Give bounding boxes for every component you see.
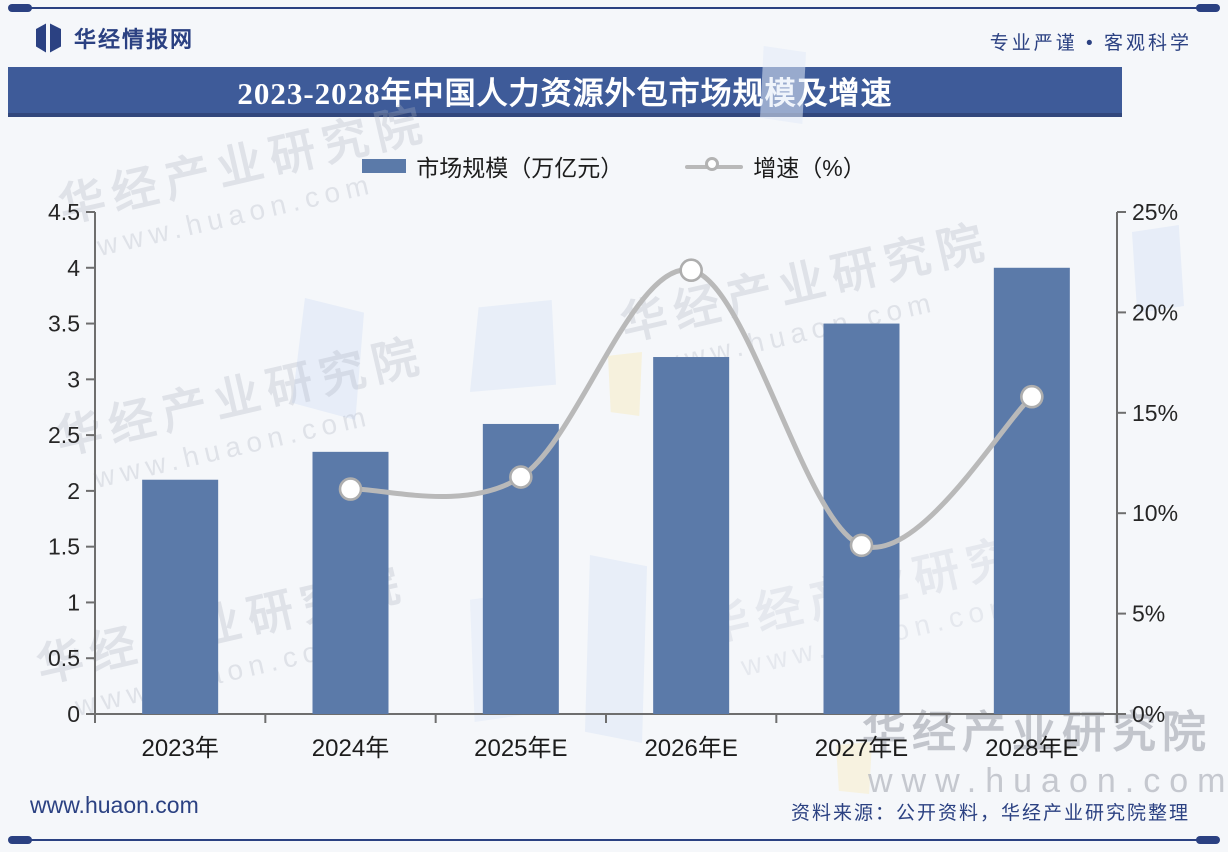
left-axis-tick-label: 3.5 — [48, 311, 80, 337]
left-axis-tick-label: 4.5 — [48, 199, 80, 225]
watermark-shape — [1132, 225, 1184, 313]
header-slogan: 专业严谨 • 客观科学 — [989, 33, 1192, 54]
watermark-text-bottom-right: 华经产业研究院 www.huaon.com — [862, 708, 1228, 800]
left-axis-tick-label: 1.5 — [48, 534, 80, 560]
growth-line-marker — [679, 258, 703, 283]
left-axis-tick-label: 4 — [67, 255, 80, 281]
top-divider-rule — [8, 4, 1220, 12]
watermark-shape — [292, 298, 364, 420]
footer-source-note: 资料来源：公开资料，华经产业研究院整理 — [790, 803, 1190, 824]
bar-2026年E — [653, 357, 730, 714]
left-axis-tick-label: 3 — [67, 366, 80, 392]
watermark-shape — [470, 300, 556, 392]
brand: 华经情报网 — [34, 22, 194, 54]
left-axis-tick-label: 2 — [67, 478, 80, 504]
chart-legend: 市场规模（万亿元） 增速（%） — [0, 149, 1228, 183]
bar-2023年 — [142, 479, 219, 714]
growth-line — [348, 267, 1035, 550]
left-axis-tick-label: 0.5 — [48, 645, 80, 671]
line-series-label: 增速（%） — [753, 155, 866, 181]
x-axis-category-label: 2027年E — [815, 735, 908, 762]
x-axis-category-label: 2025年E — [474, 735, 567, 762]
bar-2028年E — [993, 267, 1070, 714]
x-axis-category-label: 2023年 — [141, 735, 218, 762]
growth-line-marker — [1020, 384, 1044, 409]
right-axis-tick-label: 10% — [1132, 500, 1178, 526]
right-axis-tick-label: 25% — [1132, 199, 1178, 225]
watermark-shape — [836, 742, 872, 794]
left-axis-tick-label: 2.5 — [48, 422, 80, 448]
watermark-shape — [585, 555, 647, 743]
growth-line-marker — [338, 477, 363, 501]
watermark-shape — [608, 352, 642, 416]
bar-series-swatch — [362, 159, 407, 173]
left-axis-tick-label: 1 — [67, 589, 80, 615]
left-axis-tick-label: 0 — [67, 701, 80, 727]
brand-name: 华经情报网 — [74, 27, 195, 52]
watermark-shape — [760, 46, 806, 124]
x-axis-category-label: 2028年E — [985, 735, 1078, 762]
footer-site-link[interactable]: www.huaon.com — [30, 792, 199, 818]
right-axis-tick-label: 20% — [1132, 299, 1178, 325]
legend-item-market-size: 市场规模（万亿元） — [362, 149, 623, 183]
right-axis-tick-label: 15% — [1132, 400, 1178, 426]
brand-logo-icon — [36, 23, 61, 53]
right-axis-tick-label: 0% — [1132, 701, 1165, 727]
legend-item-growth: 增速（%） — [685, 149, 866, 183]
right-axis-tick-label: 5% — [1132, 601, 1165, 627]
x-axis-category-label: 2026年E — [644, 735, 737, 762]
line-series-swatch — [685, 157, 744, 175]
growth-line-marker — [849, 533, 874, 558]
x-axis-category-label: 2024年 — [312, 735, 389, 762]
title-banner: 2023-2028年中国人力资源外包市场规模及增速 — [8, 67, 1122, 117]
header: 华经情报网 专业严谨 • 客观科学 — [0, 18, 1228, 62]
bottom-divider-rule — [8, 836, 1220, 844]
bar-series-label: 市场规模（万亿元） — [416, 155, 624, 181]
growth-line-marker — [509, 465, 533, 489]
open-circle-marker-icon — [705, 157, 720, 171]
